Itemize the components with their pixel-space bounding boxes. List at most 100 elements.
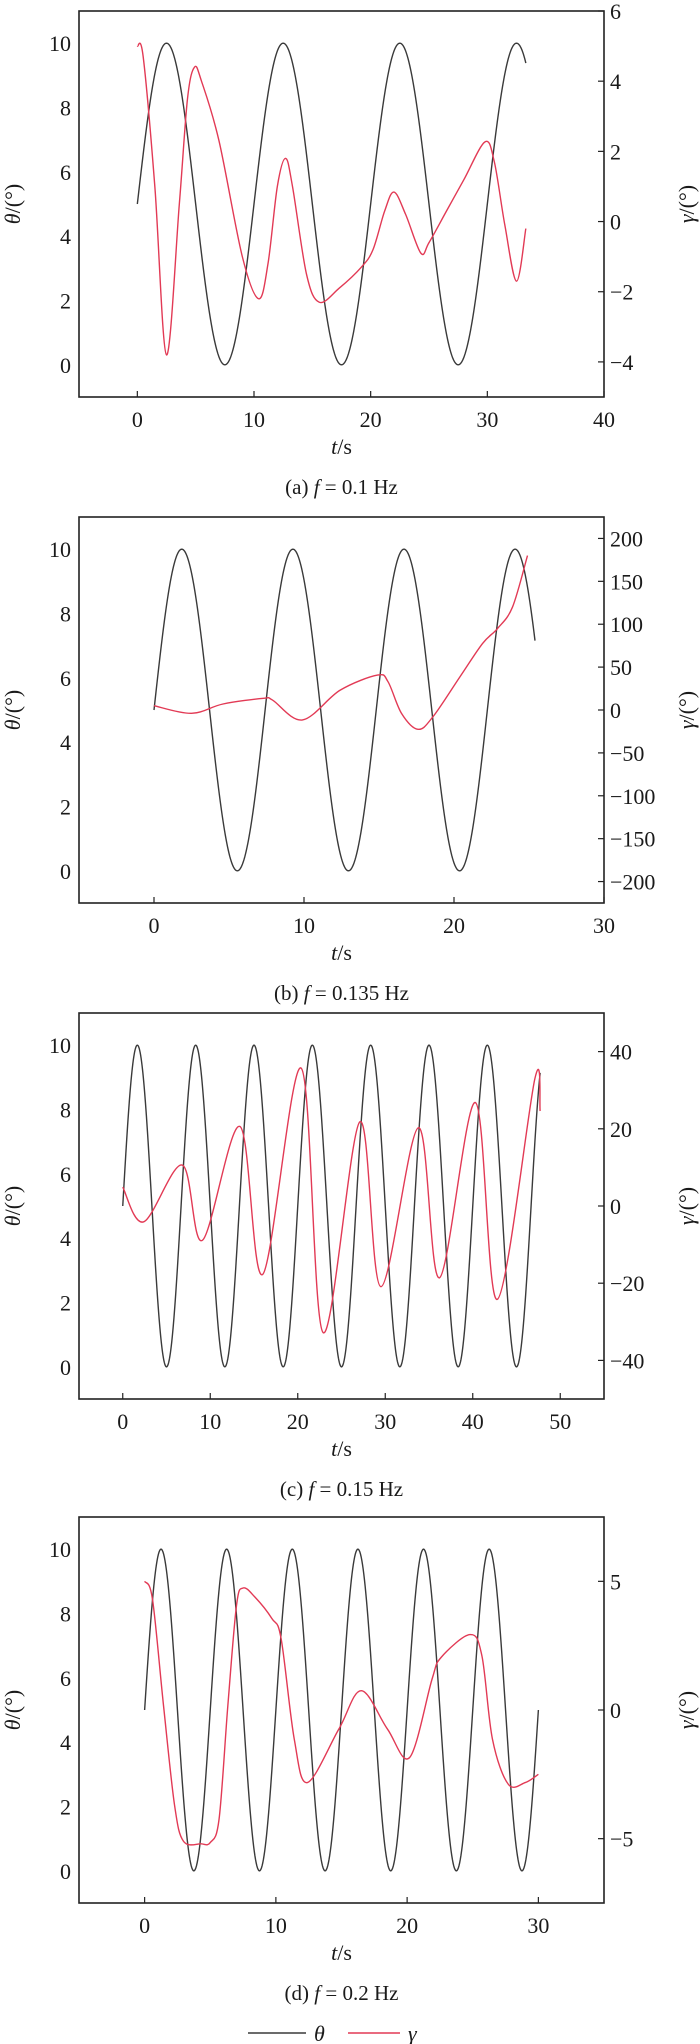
y-right-tick-label: 0 — [610, 210, 621, 235]
x-axis-unit: /s — [337, 1940, 352, 1965]
y-right-tick-label: −20 — [610, 1271, 644, 1296]
y-right-tick-value: −5 — [610, 1827, 633, 1852]
y-right-tick-label: 0 — [610, 1698, 621, 1723]
y-right-tick-value: 0 — [610, 698, 621, 723]
caption-label: (c) — [280, 1477, 303, 1501]
right-axis-unit: /(°) — [674, 1187, 699, 1217]
y-right-tick-value: 40 — [610, 1040, 632, 1065]
left-axis-var: θ — [0, 719, 25, 730]
caption-value: = 0.1 Hz — [325, 475, 398, 499]
x-axis-unit: /s — [337, 434, 352, 459]
panel-a: 0 10 20 30 400246810−4−20246t/sθ/(°)γ/(°)(a)… — [0, 0, 699, 499]
y-right-tick-value: −40 — [610, 1348, 644, 1373]
x-tick-label: 40 — [462, 1409, 484, 1434]
y-left-tick-label: 6 — [60, 1666, 71, 1691]
right-axis-var: γ — [674, 1215, 699, 1225]
y-right-tick-value: −4 — [610, 350, 633, 375]
x-axis-var: t — [331, 434, 338, 459]
y-right-tick-value: −20 — [610, 1271, 644, 1296]
x-tick-label: 10 — [243, 407, 265, 432]
panel-caption: (b) f = 0.135 Hz — [274, 981, 409, 1005]
panel-b: 0 10 20 30 0 2 4 6 8 10 −200 −150 −100 −50 0 50 100 150 20… — [0, 516, 699, 1005]
y-right-tick-value: −2 — [610, 280, 633, 305]
x-tick-label: 30 — [374, 1409, 396, 1434]
x-tick-label: 10 — [199, 1409, 221, 1434]
caption-var: f — [314, 475, 323, 499]
y-left-tick-label: 0 — [60, 1355, 71, 1380]
caption-label: (b) — [274, 981, 299, 1005]
x-tick-label: 20 — [360, 407, 382, 432]
y-right-tick-value: 5 — [610, 1569, 621, 1594]
y-right-tick-value: 200 — [610, 526, 643, 551]
left-axis-unit: /(°) — [0, 690, 25, 720]
y-right-tick-value: −50 — [610, 741, 644, 766]
y-right-tick-label: 5 — [610, 1569, 621, 1594]
right-axis-label: γ/(°) — [674, 691, 699, 729]
x-tick-label: 0 — [149, 913, 160, 938]
y-left-tick-label: 2 — [60, 1795, 71, 1820]
y-right-tick-label: 6 — [610, 0, 621, 24]
plot-frame — [78, 1012, 605, 1400]
plot-frame — [78, 10, 605, 398]
right-axis-var: γ — [674, 1719, 699, 1729]
caption-var: f — [304, 981, 313, 1005]
x-axis-var: t — [331, 940, 338, 965]
y-left-tick-label: 8 — [60, 602, 71, 627]
gamma-series-line — [136, 42, 527, 356]
gamma-series-line — [143, 1580, 539, 1846]
y-right-tick-value: 0 — [610, 210, 621, 235]
y-left-tick-label: 4 — [60, 1730, 71, 1755]
left-axis-label: θ/(°) — [0, 690, 25, 730]
x-tick-label: 0 — [139, 1913, 150, 1938]
panel-c: 0 10 20 30 40 500246810−40−2002040t/sθ/(°)γ/(… — [0, 1012, 699, 1501]
right-axis-var: γ — [674, 719, 699, 729]
x-axis-unit: /s — [337, 940, 352, 965]
y-right-tick-label: 20 — [610, 1117, 632, 1142]
left-axis-var: θ — [0, 1719, 25, 1730]
y-right-tick-label: −40 — [610, 1348, 644, 1373]
x-axis-var: t — [331, 1436, 338, 1461]
left-axis-var: θ — [0, 1215, 25, 1226]
theta-series-line — [122, 1044, 541, 1368]
y-left-tick-label: 8 — [60, 1602, 71, 1627]
caption-value: = 0.15 Hz — [320, 1477, 404, 1501]
left-axis-var: θ — [0, 213, 25, 224]
y-right-tick-label: −50 — [610, 741, 644, 766]
y-left-tick-label: 8 — [60, 96, 71, 121]
x-tick-label: 20 — [287, 1409, 309, 1434]
gamma-series-line — [122, 1067, 541, 1334]
y-left-tick-label: 8 — [60, 1098, 71, 1123]
x-tick-label: 10 — [265, 1913, 287, 1938]
y-right-tick-label: 0 — [610, 1194, 621, 1219]
x-tick-label: 0 — [117, 1409, 128, 1434]
x-axis-label: t/s — [331, 434, 352, 459]
y-left-tick-label: 10 — [49, 537, 71, 562]
x-tick-label: 40 — [593, 407, 615, 432]
y-right-tick-value: −150 — [610, 827, 655, 852]
y-left-tick-label: 2 — [60, 795, 71, 820]
y-right-tick-label: 0 — [610, 698, 621, 723]
caption-label: (d) — [285, 1981, 310, 2005]
y-left-tick-label: 4 — [60, 224, 71, 249]
y-right-tick-label: 2 — [610, 139, 621, 164]
x-axis-label: t/s — [331, 940, 352, 965]
y-left-tick-label: 6 — [60, 160, 71, 185]
y-right-tick-value: 50 — [610, 655, 632, 680]
y-right-tick-value: 2 — [610, 139, 621, 164]
left-axis-label: θ/(°) — [0, 184, 25, 224]
legend-gamma-label: γ — [408, 2021, 418, 2044]
left-axis-unit: /(°) — [0, 184, 25, 214]
left-axis-unit: /(°) — [0, 1186, 25, 1216]
y-right-tick-label: −2 — [610, 280, 633, 305]
y-left-tick-label: 6 — [60, 1162, 71, 1187]
x-axis-var: t — [331, 1940, 338, 1965]
y-left-tick-label: 4 — [60, 730, 71, 755]
y-right-tick-value: 0 — [610, 1194, 621, 1219]
y-right-tick-value: 20 — [610, 1117, 632, 1142]
y-left-tick-label: 10 — [49, 1033, 71, 1058]
caption-value: = 0.2 Hz — [325, 1981, 398, 2005]
x-axis-label: t/s — [331, 1436, 352, 1461]
y-right-tick-value: 100 — [610, 612, 643, 637]
y-left-tick-label: 2 — [60, 1291, 71, 1316]
